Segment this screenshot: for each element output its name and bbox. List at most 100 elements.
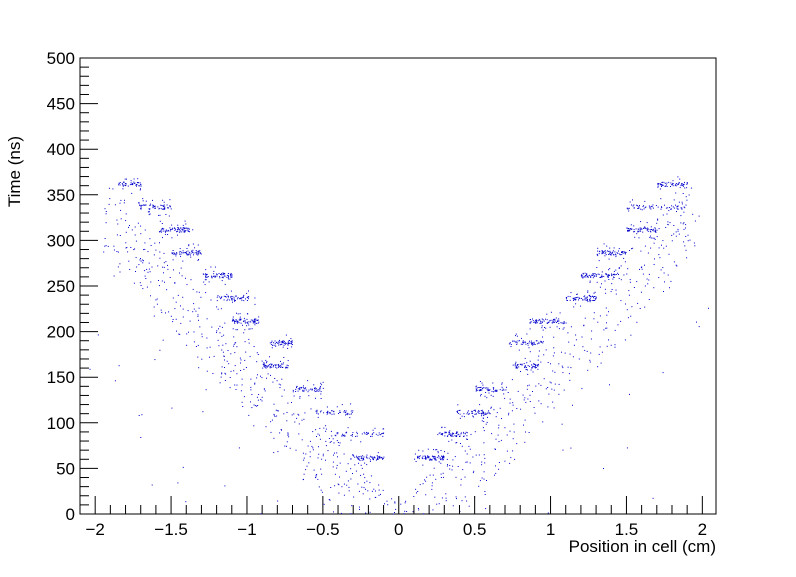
data-point bbox=[281, 395, 283, 397]
data-point bbox=[334, 485, 336, 487]
data-point bbox=[382, 435, 384, 437]
data-point bbox=[276, 367, 278, 369]
data-point bbox=[599, 277, 601, 278]
data-point bbox=[543, 378, 545, 380]
data-point bbox=[471, 412, 473, 414]
data-point bbox=[236, 346, 238, 348]
data-point bbox=[230, 276, 232, 278]
data-point bbox=[352, 454, 353, 456]
data-point bbox=[123, 202, 125, 204]
data-point bbox=[202, 273, 204, 275]
data-point bbox=[245, 367, 247, 368]
data-point bbox=[223, 273, 225, 274]
data-point bbox=[601, 351, 603, 353]
data-point bbox=[193, 331, 195, 333]
data-point bbox=[582, 277, 584, 279]
data-point bbox=[685, 204, 687, 206]
data-point bbox=[512, 364, 514, 366]
data-point bbox=[370, 475, 372, 477]
data-point bbox=[240, 322, 242, 324]
data-point bbox=[597, 366, 599, 368]
data-point bbox=[516, 342, 518, 344]
data-point bbox=[586, 350, 588, 352]
data-point bbox=[435, 459, 437, 461]
data-point bbox=[148, 262, 150, 264]
data-point bbox=[609, 247, 611, 249]
data-point bbox=[318, 446, 319, 448]
data-point bbox=[667, 224, 669, 226]
data-point bbox=[686, 182, 688, 183]
data-point bbox=[584, 295, 586, 297]
data-point bbox=[305, 453, 307, 455]
data-point bbox=[647, 230, 649, 232]
data-point bbox=[532, 318, 533, 320]
data-point bbox=[343, 434, 345, 436]
data-point bbox=[380, 493, 381, 495]
data-point bbox=[603, 329, 605, 331]
data-point bbox=[611, 274, 613, 276]
data-point bbox=[625, 303, 626, 305]
data-point bbox=[638, 207, 640, 209]
data-point bbox=[320, 393, 322, 395]
data-point bbox=[428, 456, 430, 458]
data-point bbox=[193, 303, 195, 305]
data-point bbox=[155, 249, 157, 251]
data-point bbox=[594, 291, 596, 293]
data-point bbox=[240, 370, 242, 371]
data-point bbox=[283, 342, 285, 344]
data-point bbox=[301, 419, 303, 421]
data-point bbox=[185, 252, 187, 254]
data-point bbox=[165, 312, 166, 314]
data-point bbox=[241, 384, 243, 386]
data-point bbox=[434, 456, 436, 458]
data-point bbox=[287, 365, 289, 367]
data-point bbox=[434, 458, 436, 459]
data-point bbox=[369, 455, 371, 457]
data-point bbox=[261, 396, 263, 398]
data-point bbox=[627, 268, 629, 270]
data-point bbox=[515, 340, 517, 342]
data-point bbox=[480, 394, 482, 395]
data-point bbox=[303, 385, 304, 387]
data-point bbox=[547, 512, 549, 514]
data-point bbox=[266, 361, 268, 363]
data-point bbox=[644, 226, 646, 228]
data-point bbox=[244, 322, 246, 324]
data-point bbox=[143, 260, 144, 262]
data-point bbox=[641, 209, 643, 211]
data-point bbox=[379, 457, 380, 459]
data-point bbox=[350, 403, 352, 405]
data-point bbox=[599, 346, 601, 348]
data-point bbox=[250, 389, 252, 391]
data-point bbox=[332, 438, 334, 440]
data-point bbox=[538, 343, 540, 344]
data-point bbox=[472, 415, 474, 417]
data-point bbox=[561, 351, 562, 353]
data-point bbox=[672, 206, 674, 208]
data-point bbox=[283, 389, 285, 391]
data-point bbox=[584, 317, 586, 319]
data-point bbox=[657, 219, 659, 221]
data-point bbox=[443, 456, 445, 458]
data-point bbox=[514, 365, 516, 367]
data-point bbox=[417, 456, 419, 458]
data-point bbox=[140, 437, 142, 438]
data-point bbox=[297, 390, 299, 392]
data-point bbox=[278, 342, 280, 344]
data-point bbox=[648, 299, 650, 300]
data-point bbox=[177, 224, 179, 226]
data-point bbox=[149, 213, 151, 215]
data-point bbox=[139, 204, 141, 206]
data-point bbox=[698, 215, 700, 217]
data-point bbox=[148, 214, 150, 216]
data-point bbox=[179, 229, 181, 231]
data-point bbox=[629, 229, 631, 231]
data-point bbox=[145, 200, 147, 202]
data-point bbox=[558, 393, 560, 395]
data-point bbox=[449, 430, 451, 432]
data-point bbox=[526, 362, 528, 364]
data-point bbox=[221, 274, 223, 275]
data-point bbox=[163, 208, 165, 210]
data-point bbox=[103, 251, 105, 253]
data-point bbox=[117, 266, 119, 268]
